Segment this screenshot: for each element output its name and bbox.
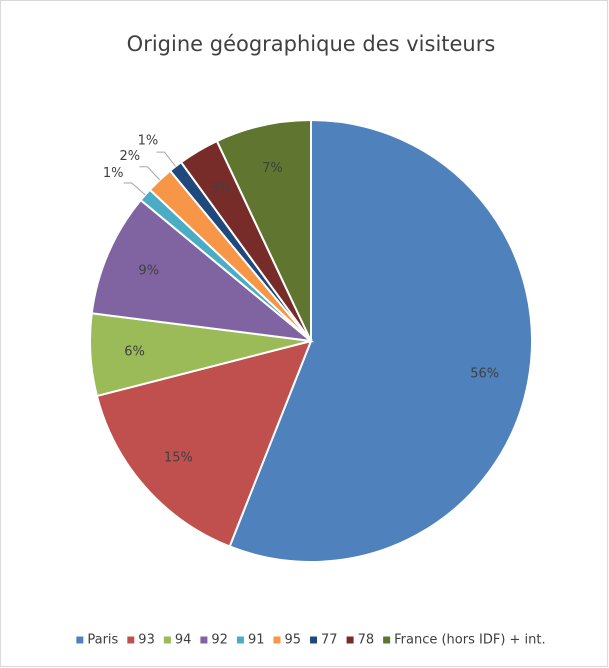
data-label: 1% xyxy=(103,166,124,181)
data-label: 15% xyxy=(164,450,193,465)
pie-slice xyxy=(215,118,312,342)
legend-label: 91 xyxy=(248,633,265,648)
legend-label: Paris xyxy=(87,633,118,648)
data-label: 3% xyxy=(211,181,232,196)
legend-swatch xyxy=(383,636,391,644)
data-label: 7% xyxy=(262,161,283,176)
legend-swatch xyxy=(127,636,135,644)
legend-label: 92 xyxy=(211,633,228,648)
data-label: 6% xyxy=(124,345,145,360)
legend-swatch xyxy=(163,636,171,644)
legend-swatch xyxy=(273,636,281,644)
data-label: 56% xyxy=(470,367,499,382)
pie-slice xyxy=(95,339,313,548)
data-label: 1% xyxy=(138,134,159,149)
legend-label: 77 xyxy=(321,633,338,648)
legend-swatch xyxy=(76,636,84,644)
legend-swatch xyxy=(346,636,354,644)
legend-swatch xyxy=(236,636,244,644)
chart-title: Origine géographique des visiteurs xyxy=(127,32,496,56)
data-label: 9% xyxy=(138,263,159,278)
legend-swatch xyxy=(310,636,318,644)
legend-label: 93 xyxy=(138,633,155,648)
legend-label: France (hors IDF) + int. xyxy=(394,633,546,648)
pie-slice xyxy=(228,118,533,563)
legend-label: 78 xyxy=(358,633,375,648)
pie-slice xyxy=(90,198,315,343)
leader-line xyxy=(156,151,176,167)
legend-label: 94 xyxy=(175,633,192,648)
legend-swatch xyxy=(200,636,208,644)
leader-line xyxy=(139,166,161,181)
leader-line xyxy=(123,182,146,196)
legend-label: 95 xyxy=(284,633,301,648)
data-label: 2% xyxy=(119,149,140,164)
